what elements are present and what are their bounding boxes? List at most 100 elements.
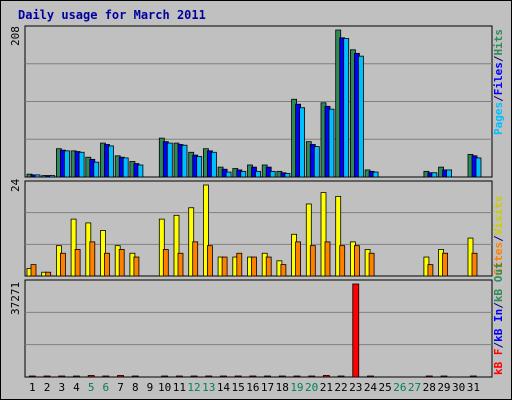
bar-sites-day-18 (280, 264, 287, 277)
bar-kb-f-day-4 (73, 375, 80, 378)
legend-bottom: kB F/kB In/kB Out (492, 262, 505, 375)
y-max-label-bottom: 37271 (9, 282, 22, 315)
x-tick-day-21: 21 (320, 381, 333, 394)
bar-kb-f-day-8 (131, 375, 139, 378)
legend-pages: Pages (492, 102, 505, 135)
legend-sites: Sites (492, 242, 505, 275)
bar-sites-day-8 (133, 256, 140, 277)
legend-hits: Hits (492, 29, 505, 56)
bar-pages-day-29 (446, 169, 453, 178)
bar-kb-f-day-12 (190, 375, 198, 378)
legend-middle: Sites/Visits (492, 196, 505, 276)
bar-kb-f-day-18 (278, 375, 286, 378)
bar-pages-day-24 (372, 171, 379, 178)
bar-pages-day-28 (431, 172, 438, 178)
bar-pages-day-14 (225, 171, 232, 178)
bar-pages-day-3 (64, 150, 70, 178)
legend-top: Pages/Files/Hits (492, 29, 505, 135)
x-tick-day-13: 13 (202, 381, 215, 394)
bar-pages-day-13 (210, 151, 217, 178)
bar-sites-day-23 (353, 245, 360, 277)
bar-pages-day-2 (49, 175, 56, 178)
legend-files: Files (492, 62, 505, 95)
x-tick-day-17: 17 (261, 381, 274, 394)
bar-pages-day-7 (122, 157, 129, 178)
x-tick-day-16: 16 (246, 381, 259, 394)
bar-kb-f-day-15 (234, 375, 242, 378)
bar-sites-day-6 (104, 252, 110, 277)
bar-kb-f-day-11 (175, 375, 183, 378)
bar-kb-f-day-10 (161, 375, 169, 378)
bar-pages-day-18 (284, 173, 291, 178)
bar-kb-f-day-23 (352, 283, 360, 378)
bar-pages-day-17 (269, 170, 276, 178)
bar-kb-f-day-14 (220, 375, 227, 378)
bar-sites-day-5 (89, 241, 96, 277)
bar-pages-day-5 (93, 161, 100, 178)
bar-pages-day-20 (313, 146, 320, 178)
x-tick-day-28: 28 (423, 381, 436, 394)
x-tick-day-27: 27 (408, 381, 421, 394)
x-tick-day-5: 5 (88, 381, 95, 394)
bar-sites-day-12 (192, 241, 199, 277)
x-tick-day-29: 29 (437, 381, 450, 394)
bar-pages-day-23 (357, 55, 364, 178)
x-tick-day-3: 3 (58, 381, 65, 394)
bar-kb-f-day-22 (337, 375, 345, 378)
legend-sep: / (492, 302, 505, 309)
panel-kbytes (24, 279, 493, 378)
bar-pages-day-31 (475, 157, 482, 178)
bar-pages-day-12 (196, 156, 203, 178)
x-tick-day-11: 11 (173, 381, 186, 394)
legend-sep: / (492, 235, 505, 242)
bar-sites-day-11 (177, 252, 184, 277)
bar-kb-f-day-13 (205, 375, 213, 378)
bar-kb-f-day-24 (367, 375, 374, 378)
x-tick-day-31: 31 (467, 381, 480, 394)
bar-sites-day-13 (206, 245, 213, 277)
bar-pages-day-8 (137, 164, 144, 178)
chart-title: Daily usage for March 2011 (18, 8, 206, 22)
legend-sep: / (492, 95, 505, 102)
x-tick-day-4: 4 (73, 381, 80, 394)
x-tick-day-7: 7 (117, 381, 124, 394)
bar-kb-f-day-28 (425, 375, 433, 378)
bar-pages-day-21 (328, 108, 335, 178)
x-tick-day-6: 6 (103, 381, 110, 394)
bar-visits-day-4 (70, 218, 77, 277)
bar-sites-day-29 (442, 252, 449, 277)
bar-kb-f-day-21 (322, 375, 330, 378)
bar-kb-f-day-29 (440, 375, 448, 378)
bar-visits-day-10 (158, 218, 165, 277)
x-tick-day-9: 9 (147, 381, 154, 394)
legend-sep: / (492, 55, 505, 62)
bar-pages-day-4 (78, 151, 85, 178)
x-tick-day-2: 2 (44, 381, 51, 394)
bar-sites-day-4 (74, 249, 81, 277)
bar-pages-day-1 (34, 174, 41, 178)
x-tick-day-19: 19 (290, 381, 303, 394)
bar-kb-f-day-6 (102, 375, 110, 378)
bar-pages-day-10 (166, 142, 173, 178)
bar-pages-day-11 (181, 144, 188, 178)
legend-kb-f: kB F (492, 349, 505, 376)
bar-visits-day-22 (335, 195, 342, 277)
bar-kb-f-day-31 (469, 375, 477, 378)
x-tick-day-14: 14 (217, 381, 231, 394)
bar-kb-f-day-20 (308, 375, 316, 378)
bar-sites-day-16 (251, 256, 257, 277)
bar-sites-day-22 (339, 245, 346, 277)
x-tick-day-12: 12 (187, 381, 200, 394)
x-tick-day-10: 10 (158, 381, 171, 394)
bar-sites-day-21 (324, 241, 331, 277)
x-tick-day-1: 1 (29, 381, 36, 394)
bar-sites-day-24 (368, 252, 375, 277)
x-tick-day-30: 30 (452, 381, 465, 394)
bar-kb-f-day-16 (249, 375, 257, 378)
bar-kb-f-day-1 (28, 375, 36, 378)
bar-sites-day-2 (45, 271, 52, 277)
bar-sites-day-3 (60, 252, 66, 277)
bar-sites-day-15 (236, 252, 243, 277)
bar-pages-day-6 (108, 145, 114, 178)
bar-kb-f-day-17 (264, 375, 271, 378)
